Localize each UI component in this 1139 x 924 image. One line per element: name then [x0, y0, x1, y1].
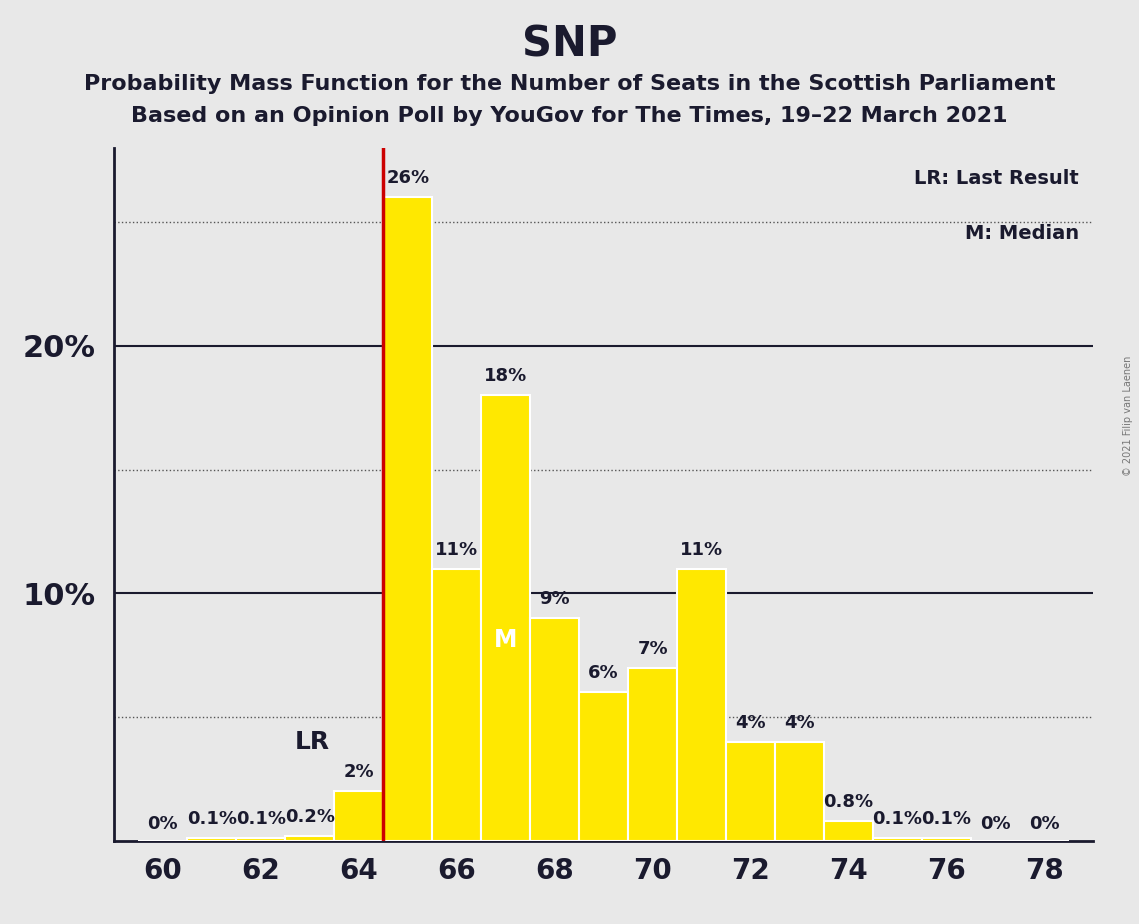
Bar [677, 568, 726, 841]
Text: 4%: 4% [785, 714, 814, 732]
Text: 0.8%: 0.8% [823, 793, 874, 811]
Text: Probability Mass Function for the Number of Seats in the Scottish Parliament: Probability Mass Function for the Number… [84, 74, 1055, 94]
Text: 0%: 0% [148, 815, 178, 833]
Bar [579, 692, 628, 841]
Text: 7%: 7% [638, 639, 667, 658]
Text: 4%: 4% [736, 714, 765, 732]
Text: 0.1%: 0.1% [921, 810, 972, 829]
Bar [629, 667, 677, 841]
Bar [726, 742, 775, 841]
Bar [823, 821, 872, 841]
Bar [530, 618, 579, 841]
Text: 9%: 9% [540, 590, 570, 608]
Text: 11%: 11% [680, 541, 723, 559]
Text: 0.2%: 0.2% [285, 808, 335, 826]
Text: LR: LR [294, 730, 329, 754]
Bar [432, 568, 481, 841]
Bar [481, 395, 530, 841]
Text: 26%: 26% [386, 169, 429, 188]
Bar [334, 791, 383, 841]
Text: SNP: SNP [522, 23, 617, 65]
Text: 11%: 11% [435, 541, 478, 559]
Text: 0.1%: 0.1% [236, 810, 286, 829]
Bar [383, 198, 432, 841]
Bar [286, 836, 335, 841]
Text: 18%: 18% [484, 368, 527, 385]
Bar [872, 838, 921, 841]
Text: © 2021 Filip van Laenen: © 2021 Filip van Laenen [1123, 356, 1133, 476]
Text: M: Median: M: Median [965, 225, 1079, 243]
Bar [923, 838, 970, 841]
Bar [775, 742, 825, 841]
Bar [236, 838, 285, 841]
Text: LR: Last Result: LR: Last Result [913, 168, 1079, 188]
Text: 0.1%: 0.1% [872, 810, 923, 829]
Text: 0%: 0% [1030, 815, 1059, 833]
Text: 0.1%: 0.1% [187, 810, 237, 829]
Text: 0%: 0% [981, 815, 1010, 833]
Text: 6%: 6% [589, 664, 618, 683]
Text: 2%: 2% [344, 763, 374, 782]
Bar [187, 838, 236, 841]
Text: Based on an Opinion Poll by YouGov for The Times, 19–22 March 2021: Based on an Opinion Poll by YouGov for T… [131, 106, 1008, 127]
Text: M: M [494, 628, 517, 652]
